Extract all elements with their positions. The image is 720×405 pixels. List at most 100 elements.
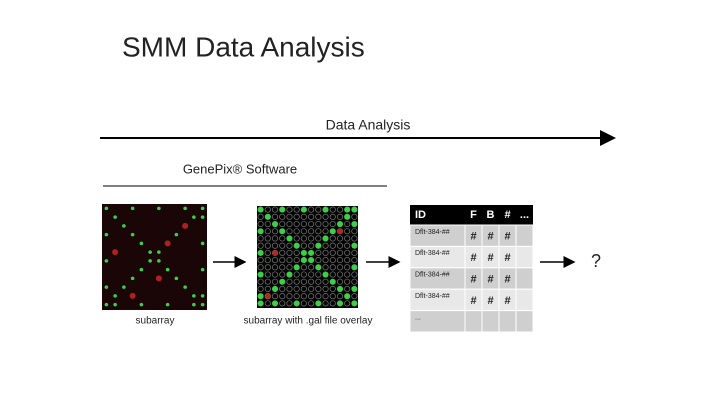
grid-spot bbox=[257, 228, 264, 235]
grid-spot bbox=[264, 264, 271, 271]
grid-spot bbox=[351, 220, 358, 228]
grid-spot bbox=[351, 249, 358, 256]
grid-spot bbox=[308, 293, 315, 300]
spot bbox=[200, 206, 205, 211]
grid-spot bbox=[329, 206, 336, 213]
grid-spot bbox=[329, 228, 336, 235]
table-cell-bg bbox=[498, 310, 517, 333]
grid-spot bbox=[351, 293, 358, 300]
grid-spot bbox=[300, 228, 307, 235]
spot bbox=[174, 276, 179, 281]
grid-spot bbox=[257, 278, 264, 285]
grid-spot bbox=[315, 278, 322, 285]
grid-spot bbox=[336, 293, 344, 300]
grid-spot bbox=[351, 228, 358, 235]
grid-spot bbox=[337, 228, 343, 234]
grid-spot bbox=[322, 271, 329, 278]
spot bbox=[104, 232, 109, 237]
grid-spot bbox=[279, 249, 286, 256]
grid-spot bbox=[308, 257, 315, 264]
table-cell: # bbox=[487, 295, 493, 307]
grid-spot bbox=[322, 220, 329, 228]
grid-spot bbox=[336, 271, 344, 278]
grid-spot bbox=[351, 278, 358, 285]
grid-spot bbox=[322, 213, 329, 220]
grid-spot bbox=[257, 264, 264, 271]
image-caption: subarray bbox=[136, 316, 175, 327]
grid-spot bbox=[351, 213, 358, 220]
grid-spot bbox=[286, 271, 293, 278]
grid-spot bbox=[264, 235, 271, 242]
table-cell: ... bbox=[415, 314, 421, 321]
grid-spot bbox=[315, 228, 322, 235]
grid-spot bbox=[264, 249, 271, 256]
grid-spot bbox=[272, 250, 278, 256]
result-mark: ? bbox=[591, 251, 601, 271]
spot bbox=[130, 276, 135, 281]
grid-spot bbox=[279, 242, 286, 249]
grid-spot bbox=[293, 271, 300, 278]
grid-spot bbox=[351, 271, 358, 278]
grid-spot bbox=[329, 300, 336, 307]
table-cell: # bbox=[504, 252, 510, 264]
grid-spot bbox=[293, 220, 300, 228]
spot bbox=[192, 215, 196, 219]
grid-spot bbox=[286, 213, 293, 220]
grid-spot bbox=[322, 242, 329, 249]
spot bbox=[112, 249, 119, 256]
spot bbox=[165, 267, 170, 272]
image-bg bbox=[102, 204, 207, 310]
spot bbox=[200, 302, 205, 307]
grid-spot bbox=[279, 264, 286, 271]
grid-spot bbox=[322, 278, 329, 285]
grid-spot bbox=[286, 293, 293, 300]
grid-spot bbox=[315, 213, 322, 220]
spot bbox=[104, 285, 109, 289]
grid-spot bbox=[351, 300, 358, 307]
grid-spot bbox=[279, 213, 286, 220]
grid-spot bbox=[293, 249, 300, 256]
grid-spot bbox=[265, 293, 271, 299]
grid-spot bbox=[344, 278, 351, 285]
image-caption: subarray with .gal file overlay bbox=[244, 316, 373, 327]
grid-spot bbox=[279, 293, 286, 300]
grid-spot bbox=[322, 235, 329, 242]
grid-spot bbox=[308, 285, 315, 293]
grid-spot bbox=[336, 213, 344, 220]
grid-spot bbox=[322, 285, 329, 293]
grid-spot bbox=[286, 242, 293, 249]
subarray-image bbox=[102, 204, 207, 310]
grid-spot bbox=[286, 228, 293, 235]
spot bbox=[104, 259, 109, 263]
grid-spot bbox=[286, 235, 293, 242]
grid-spot bbox=[315, 220, 322, 228]
spot bbox=[139, 302, 144, 307]
table-header-cell: # bbox=[504, 209, 510, 221]
grid-spot bbox=[329, 285, 336, 293]
grid-spot bbox=[271, 293, 279, 300]
grid-spot bbox=[264, 271, 271, 278]
grid-spot bbox=[257, 300, 264, 307]
flow-label: Data Analysis bbox=[326, 117, 411, 133]
grid-spot bbox=[271, 271, 279, 278]
grid-spot bbox=[308, 278, 315, 285]
grid-spot bbox=[344, 249, 351, 256]
table-cell-bg bbox=[515, 267, 534, 290]
grid-spot bbox=[293, 235, 300, 242]
grid-spot bbox=[315, 249, 322, 256]
grid-spot bbox=[300, 300, 307, 307]
table-cell: # bbox=[487, 252, 493, 264]
grid-spot bbox=[315, 293, 322, 300]
grid-spot bbox=[293, 257, 300, 264]
grid-spot bbox=[329, 264, 336, 271]
grid-spot bbox=[286, 285, 293, 293]
spot bbox=[139, 267, 144, 272]
table-cell: # bbox=[504, 273, 510, 285]
grid-spot bbox=[322, 206, 329, 213]
grid-spot bbox=[329, 220, 336, 228]
grid-spot bbox=[322, 228, 329, 235]
spot bbox=[200, 294, 205, 298]
grid-spot bbox=[300, 278, 307, 285]
grid-spot bbox=[344, 213, 351, 220]
table-cell: Dflt-384-## bbox=[415, 250, 450, 257]
